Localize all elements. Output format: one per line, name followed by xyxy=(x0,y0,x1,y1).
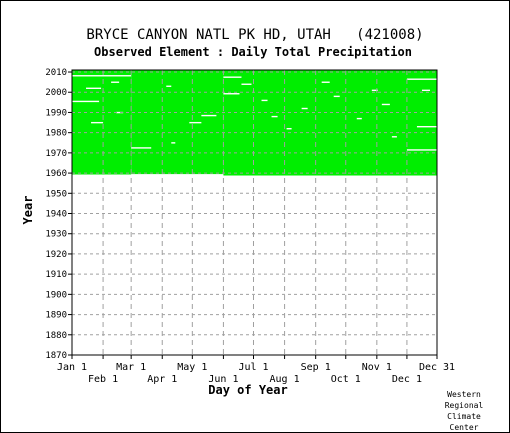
plot-border xyxy=(71,69,438,356)
missing-data-gap xyxy=(189,121,202,124)
missing-data-gap xyxy=(286,128,292,130)
missing-data-gap xyxy=(261,99,268,102)
missing-data-gap xyxy=(391,136,397,138)
credit-line: Regional xyxy=(444,401,484,410)
x-tick-label: Apr 1 xyxy=(147,374,177,385)
x-tick-label: Jul 1 xyxy=(238,362,268,373)
missing-data-gap xyxy=(333,95,340,98)
missing-data-gap xyxy=(416,125,437,128)
y-tick-label: 1910 xyxy=(45,270,67,280)
x-axis-label: Day of Year xyxy=(208,383,287,397)
missing-data-gap xyxy=(72,75,132,77)
x-tick-label: Jan 1 xyxy=(57,362,87,373)
y-tick-label: 1980 xyxy=(45,129,67,139)
y-tick-label: 1940 xyxy=(45,210,67,220)
credit-block: Western Regional Climate Center xyxy=(434,389,494,433)
coverage-block xyxy=(131,70,224,175)
x-tick-label: Dec 31 xyxy=(419,362,455,373)
missing-data-gap xyxy=(223,93,240,95)
missing-data-gap xyxy=(171,142,176,144)
missing-data-gap xyxy=(271,115,278,118)
x-tick-label: Dec 1 xyxy=(392,374,422,385)
x-tick-label: May 1 xyxy=(177,362,207,373)
y-tick-label: 1900 xyxy=(45,290,67,300)
missing-data-gap xyxy=(356,117,362,120)
chart-title: BRYCE CANYON NATL PK HD, UTAH (421008) xyxy=(86,27,423,43)
missing-data-gap xyxy=(223,76,242,78)
missing-data-gap xyxy=(406,78,437,80)
x-tick-label: Feb 1 xyxy=(88,374,118,385)
missing-data-gap xyxy=(86,87,102,89)
missing-data-gap xyxy=(321,81,330,83)
chart-subtitle: Observed Element : Daily Total Precipita… xyxy=(94,45,412,59)
y-tick-label: 1890 xyxy=(45,311,67,321)
missing-data-gap xyxy=(166,85,172,87)
credit-line: Climate xyxy=(447,412,481,421)
missing-data-gap xyxy=(301,107,308,110)
y-axis-label: Year xyxy=(21,196,35,225)
y-tick-label: 1970 xyxy=(45,149,67,159)
missing-data-gap xyxy=(91,121,104,124)
missing-data-gap xyxy=(72,100,100,103)
x-tick-label: Sep 1 xyxy=(301,362,331,373)
credit-line: Center xyxy=(449,423,479,432)
x-tick-label: Jun 1 xyxy=(208,374,238,385)
missing-data-gap xyxy=(111,81,120,83)
missing-data-gap xyxy=(201,114,217,117)
y-tick-label: 1960 xyxy=(45,169,67,179)
x-tick-label: Mar 1 xyxy=(116,362,146,373)
coverage-block xyxy=(223,70,437,176)
y-tick-label: 1950 xyxy=(45,189,67,199)
missing-data-gap xyxy=(406,149,437,151)
y-tick-label: 1870 xyxy=(45,351,67,361)
y-tick-label: 1880 xyxy=(45,331,67,341)
missing-data-gap xyxy=(241,83,252,85)
missing-data-gap xyxy=(371,89,378,92)
x-tick-label: Aug 1 xyxy=(270,374,300,385)
missing-data-gap xyxy=(131,147,152,149)
y-tick-label: 1990 xyxy=(45,108,67,118)
credit-line: Western xyxy=(447,390,481,399)
y-tick-label: 1930 xyxy=(45,230,67,240)
y-tick-label: 2000 xyxy=(45,88,67,98)
y-tick-label: 1920 xyxy=(45,250,67,260)
missing-data-gap xyxy=(116,111,124,114)
x-tick-label: Oct 1 xyxy=(331,374,361,385)
missing-data-gap xyxy=(421,89,430,92)
y-tick-label: 2010 xyxy=(45,68,67,78)
missing-data-gap xyxy=(381,103,390,106)
x-tick-label: Nov 1 xyxy=(362,362,392,373)
